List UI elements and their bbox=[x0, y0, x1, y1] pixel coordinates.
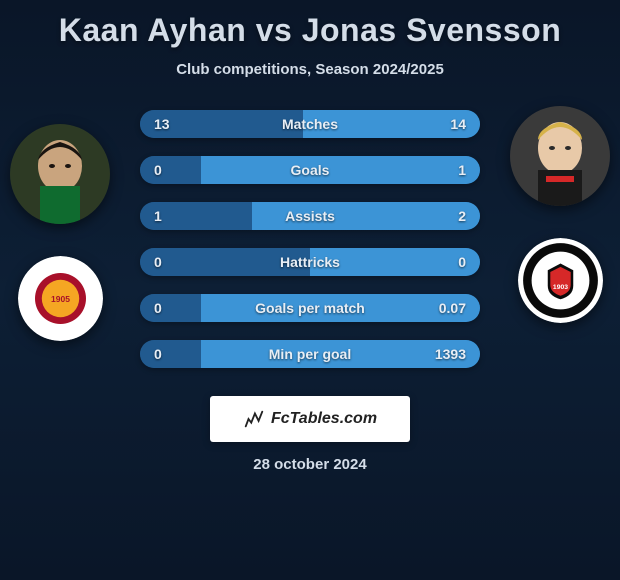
stat-value-right: 0 bbox=[458, 254, 466, 270]
stat-label: Min per goal bbox=[269, 346, 351, 362]
stat-row: 0 1393 Min per goal bbox=[140, 340, 480, 368]
stat-value-right: 2 bbox=[458, 208, 466, 224]
stat-value-right: 14 bbox=[450, 116, 466, 132]
stat-row: 13 14 Matches bbox=[140, 110, 480, 138]
stat-fill-right bbox=[201, 156, 480, 184]
stat-row: 0 0 Hattricks bbox=[140, 248, 480, 276]
stat-value-left: 13 bbox=[154, 116, 170, 132]
fctables-logo-icon bbox=[243, 408, 265, 430]
besiktas-logo-icon: BJK 1903 bbox=[518, 238, 603, 323]
stat-value-right: 1 bbox=[458, 162, 466, 178]
stat-label: Matches bbox=[282, 116, 338, 132]
stat-fill-left bbox=[140, 156, 201, 184]
club-right-logo: BJK 1903 bbox=[518, 238, 603, 323]
stat-value-right: 1393 bbox=[435, 346, 466, 362]
stat-fill-left bbox=[140, 340, 201, 368]
stat-label: Assists bbox=[285, 208, 335, 224]
svg-text:1903: 1903 bbox=[552, 284, 567, 291]
stat-label: Goals bbox=[291, 162, 330, 178]
club-left-logo: 1905 bbox=[18, 256, 103, 341]
stat-row: 0 1 Goals bbox=[140, 156, 480, 184]
subtitle: Club competitions, Season 2024/2025 bbox=[0, 61, 620, 78]
left-avatar-column: 1905 bbox=[10, 124, 110, 341]
right-avatar-column: BJK 1903 bbox=[510, 106, 610, 323]
stat-label: Hattricks bbox=[280, 254, 340, 270]
stat-row: 0 0.07 Goals per match bbox=[140, 294, 480, 322]
attribution-text: FcTables.com bbox=[271, 410, 377, 428]
stat-value-left: 0 bbox=[154, 254, 162, 270]
comparison-card: Kaan Ayhan vs Jonas Svensson Club compet… bbox=[0, 0, 620, 580]
player-right-avatar bbox=[510, 106, 610, 206]
player-right-portrait-icon bbox=[510, 106, 610, 206]
stat-fill-left bbox=[140, 294, 201, 322]
page-title: Kaan Ayhan vs Jonas Svensson bbox=[0, 12, 620, 49]
stat-value-left: 0 bbox=[154, 300, 162, 316]
date-text: 28 october 2024 bbox=[0, 456, 620, 473]
svg-text:1905: 1905 bbox=[51, 294, 70, 304]
stat-value-left: 0 bbox=[154, 162, 162, 178]
svg-text:BJK: BJK bbox=[552, 253, 568, 262]
stat-row: 1 2 Assists bbox=[140, 202, 480, 230]
stat-bars: 1314Matches01Goals12Assists00Hattricks00… bbox=[140, 106, 480, 368]
main-content: 1905 bbox=[0, 106, 620, 368]
player-left-portrait-icon bbox=[10, 124, 110, 224]
stat-value-left: 1 bbox=[154, 208, 162, 224]
stat-label: Goals per match bbox=[255, 300, 365, 316]
stat-value-right: 0.07 bbox=[439, 300, 466, 316]
galatasaray-logo-icon: 1905 bbox=[18, 256, 103, 341]
stat-value-left: 0 bbox=[154, 346, 162, 362]
attribution-badge: FcTables.com bbox=[210, 396, 410, 442]
player-left-avatar bbox=[10, 124, 110, 224]
